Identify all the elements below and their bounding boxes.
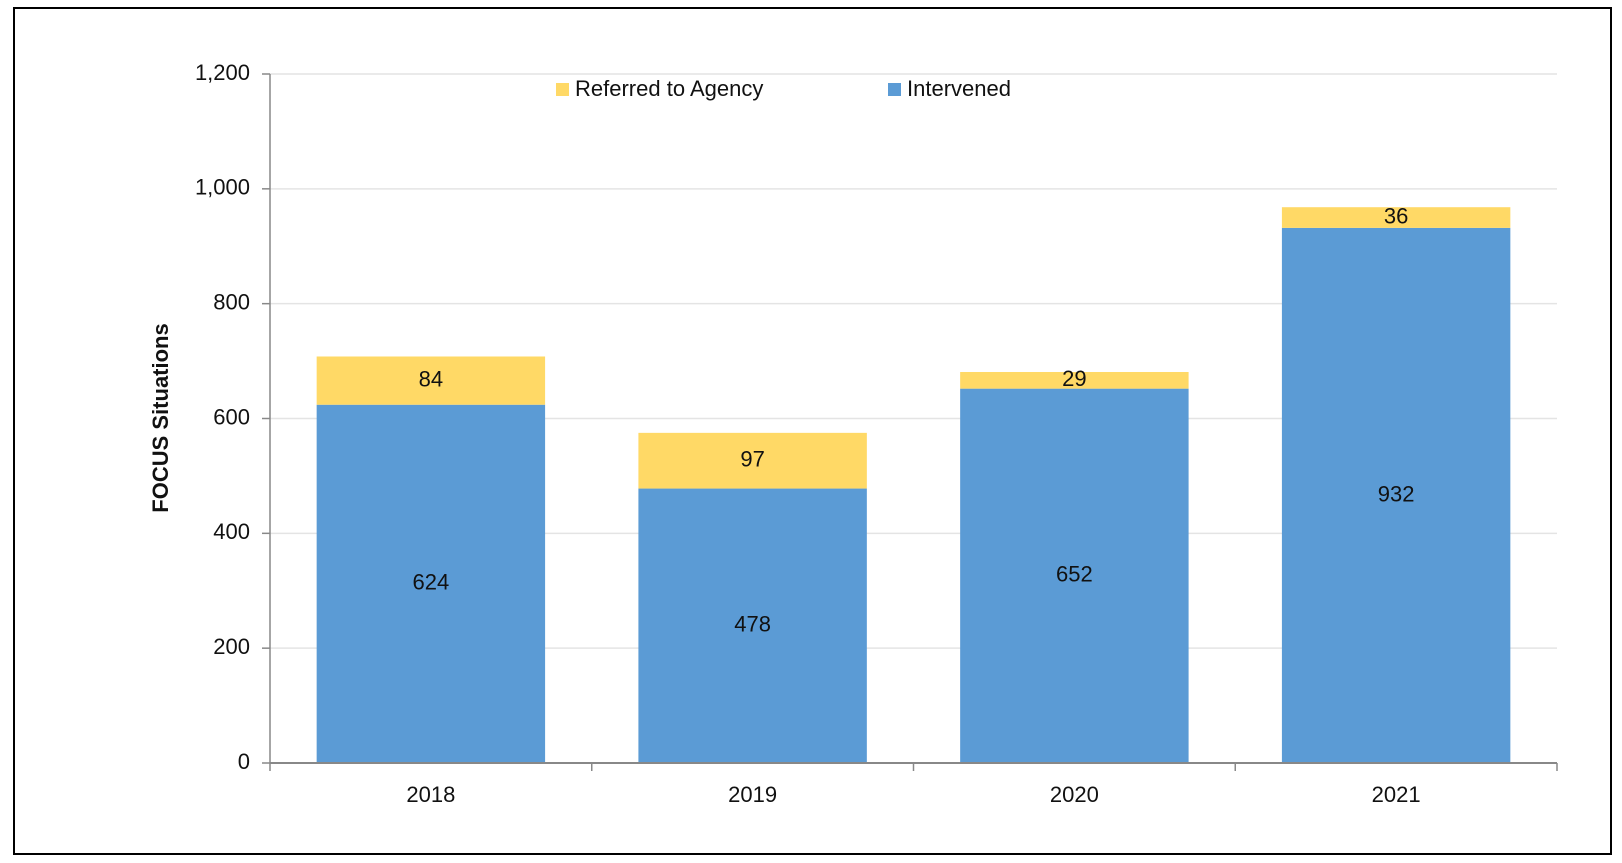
bar-segment bbox=[1281, 207, 1511, 228]
bar-segment bbox=[638, 432, 867, 489]
data-label: 97 bbox=[740, 447, 764, 472]
bar-segment bbox=[316, 404, 546, 763]
data-label: 932 bbox=[1378, 481, 1415, 506]
y-tick-label: 1,000 bbox=[195, 175, 250, 200]
data-label: 29 bbox=[1062, 366, 1086, 391]
y-tick-label: 1,200 bbox=[195, 60, 250, 85]
bar-segment bbox=[960, 388, 1189, 763]
y-tick-label: 600 bbox=[213, 404, 250, 429]
legend-swatch bbox=[556, 83, 569, 96]
data-label: 84 bbox=[419, 366, 443, 391]
legend-label: Intervened bbox=[907, 76, 1011, 101]
legend-label: Referred to Agency bbox=[575, 76, 763, 101]
y-tick-label: 200 bbox=[213, 634, 250, 659]
y-axis-label: FOCUS Situations bbox=[148, 323, 173, 512]
x-tick-label: 2018 bbox=[406, 782, 455, 807]
data-label: 478 bbox=[734, 612, 771, 637]
data-label: 652 bbox=[1056, 562, 1093, 587]
bar-segment bbox=[638, 488, 867, 763]
bar-segment bbox=[960, 371, 1189, 389]
data-label: 36 bbox=[1384, 203, 1408, 228]
data-label: 624 bbox=[413, 570, 450, 595]
bar-segment bbox=[1281, 227, 1511, 764]
x-tick-label: 2021 bbox=[1372, 782, 1421, 807]
y-tick-label: 800 bbox=[213, 289, 250, 314]
bar-segment bbox=[316, 356, 546, 405]
y-tick-label: 0 bbox=[238, 749, 250, 774]
y-tick-label: 400 bbox=[213, 519, 250, 544]
legend-swatch bbox=[888, 83, 901, 96]
x-tick-label: 2020 bbox=[1050, 782, 1099, 807]
x-tick-label: 2019 bbox=[728, 782, 777, 807]
